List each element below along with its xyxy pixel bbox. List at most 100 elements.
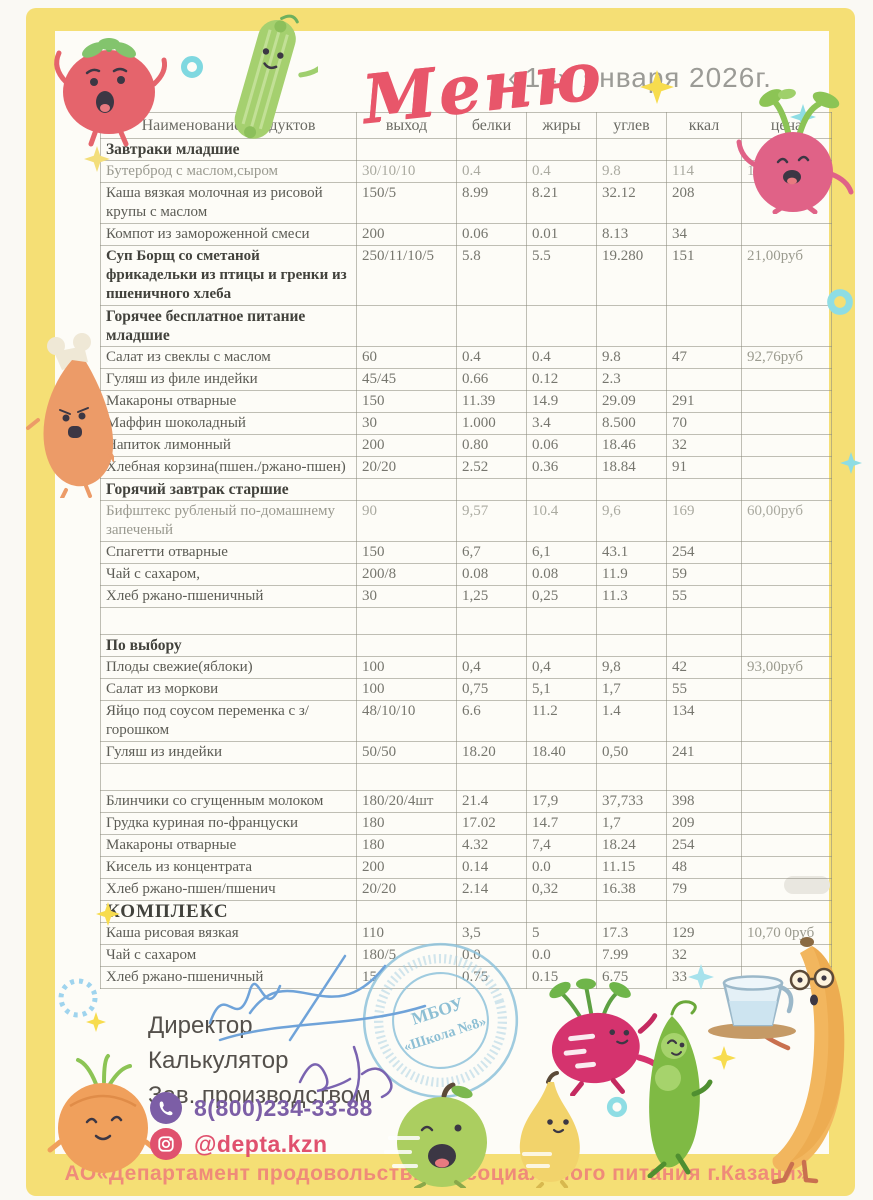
price-cell [741, 390, 832, 413]
protein-cell: 0,4 [456, 656, 527, 679]
product-name-cell: Бифштекс рубленый по-домашнему запеченый [100, 500, 357, 542]
price-cell [741, 478, 832, 501]
fat-cell: 0,25 [526, 585, 597, 608]
output-cell: 20/20 [356, 456, 457, 479]
price-cell: 21,00руб [741, 245, 832, 306]
price-cell: 93,00руб [741, 656, 832, 679]
column-header-protein-cell: белки [456, 112, 527, 139]
director-signature [208, 954, 427, 1042]
phone-icon [150, 1092, 182, 1124]
table-row: Бифштекс рубленый по-домашнему запеченый… [100, 500, 832, 542]
fat-cell: 5 [526, 922, 597, 945]
carbs-cell: 9,6 [596, 500, 667, 542]
protein-cell: 0.06 [456, 223, 527, 246]
table-row: Напиток лимонный 200 0.80 0.06 18.46 32 [100, 434, 832, 457]
protein-cell: 8.99 [456, 182, 527, 224]
price-cell [741, 456, 832, 479]
teal-sparkle-icon [840, 452, 862, 474]
section-row: КОМПЛЕКС [100, 900, 832, 923]
product-name-cell: Кисель из концентрата [100, 856, 357, 879]
protein-cell: 0.4 [456, 160, 527, 183]
protein-cell: 0.08 [456, 563, 527, 586]
protein-cell [456, 634, 527, 657]
carbs-cell: 11.3 [596, 585, 667, 608]
product-name-cell: Блинчики со сгущенным молоком [100, 790, 357, 813]
carbs-cell: 7.99 [596, 944, 667, 967]
fat-cell [526, 478, 597, 501]
fat-cell: 3.4 [526, 412, 597, 435]
output-cell: 200/8 [356, 563, 457, 586]
kcal-cell: 32 [666, 434, 742, 457]
price-cell [741, 812, 832, 835]
product-name-cell: Горячее бесплатное питание младшие [100, 305, 357, 347]
price-cell [741, 678, 832, 701]
fat-cell: 18.40 [526, 741, 597, 764]
kcal-cell: 254 [666, 834, 742, 857]
cucumber-illustration [234, 14, 318, 139]
table-row: Компот из замороженной смеси 200 0.06 0.01 8… [100, 223, 832, 246]
kcal-cell [666, 305, 742, 347]
fat-cell: 0.06 [526, 434, 597, 457]
kcal-cell [666, 900, 742, 923]
price-cell: 60,00руб [741, 500, 832, 542]
product-name-cell: По выбору [100, 634, 357, 657]
phone-number: 8(800)234-33-88 [194, 1094, 373, 1121]
product-name-cell: Компот из замороженной смеси [100, 223, 357, 246]
product-name-cell: Спагетти отварные [100, 541, 357, 564]
carbs-cell: 18.84 [596, 456, 667, 479]
output-cell: 30 [356, 412, 457, 435]
kcal-cell: 129 [666, 922, 742, 945]
output-cell [356, 478, 457, 501]
section-row: Горячее бесплатное питание младшие [100, 305, 832, 347]
protein-cell [456, 763, 527, 791]
yellow-sparkle-icon [86, 1012, 106, 1032]
teal-sparkle-icon [790, 104, 816, 130]
fat-cell: 0.36 [526, 456, 597, 479]
price-cell [741, 585, 832, 608]
section-row: По выбору [100, 634, 832, 657]
price-cell [741, 368, 832, 391]
onion-illustration [47, 1054, 159, 1173]
kcal-cell: 291 [666, 390, 742, 413]
carbs-cell: 1.4 [596, 700, 667, 742]
dotted-ring-icon [58, 978, 98, 1018]
price-cell [741, 900, 832, 923]
table-header-row: Наименование продуктов выход белки жиры угле… [100, 112, 832, 139]
output-cell [356, 305, 457, 347]
menu-table-body: Завтраки младшие Бутерброд с маслом,сыром… [100, 138, 832, 989]
product-name-cell [100, 607, 357, 635]
product-name-cell: Маффин шоколадный [100, 412, 357, 435]
table-row: Гуляш из индейки 50/50 18.20 18.40 0,50 241 [100, 741, 832, 764]
product-name-cell: КОМПЛЕКС [100, 900, 357, 923]
column-header-carbs-cell: углев [596, 112, 667, 139]
product-name-cell: Каша рисовая вязкая [100, 922, 357, 945]
output-cell [356, 763, 457, 791]
school-stamp: МБОУ «Школа №8» [362, 942, 519, 1099]
protein-cell: 21.4 [456, 790, 527, 813]
fat-cell: 0.0 [526, 856, 597, 879]
kcal-cell [666, 478, 742, 501]
carbs-cell: 9.8 [596, 160, 667, 183]
product-name-cell: Грудка куриная по-француски [100, 812, 357, 835]
fat-cell: 0.4 [526, 160, 597, 183]
output-cell [356, 634, 457, 657]
price-cell [741, 834, 832, 857]
fat-cell: 0.01 [526, 223, 597, 246]
table-row: Яйцо под соусом переменка с з/горошком 48… [100, 700, 832, 742]
table-row: Хлеб ржано-пшен/пшенич 20/20 2.14 0,32 16.38… [100, 878, 832, 901]
table-row: Чай с сахаром, 200/8 0.08 0.08 11.9 59 [100, 563, 832, 586]
table-row: Плоды свежие(яблоки) 100 0,4 0,4 9,8 42 93,00р… [100, 656, 832, 679]
price-cell [741, 434, 832, 457]
price-cell [741, 790, 832, 813]
yellow-sparkle-icon [712, 1046, 736, 1070]
protein-cell: 2.14 [456, 878, 527, 901]
table-row: Каша вязкая молочная из рисовой крупы с … [100, 182, 832, 224]
product-name-cell: Бутерброд с маслом,сыром [100, 160, 357, 183]
protein-cell: 3,5 [456, 922, 527, 945]
water-jug-icon [708, 975, 796, 1039]
kcal-cell: 114 [666, 160, 742, 183]
instagram-handle: @depta.kzn [194, 1130, 328, 1157]
product-name-cell: Напиток лимонный [100, 434, 357, 457]
product-name-cell: Хлеб ржано-пшеничный [100, 966, 357, 989]
protein-cell: 11.39 [456, 390, 527, 413]
